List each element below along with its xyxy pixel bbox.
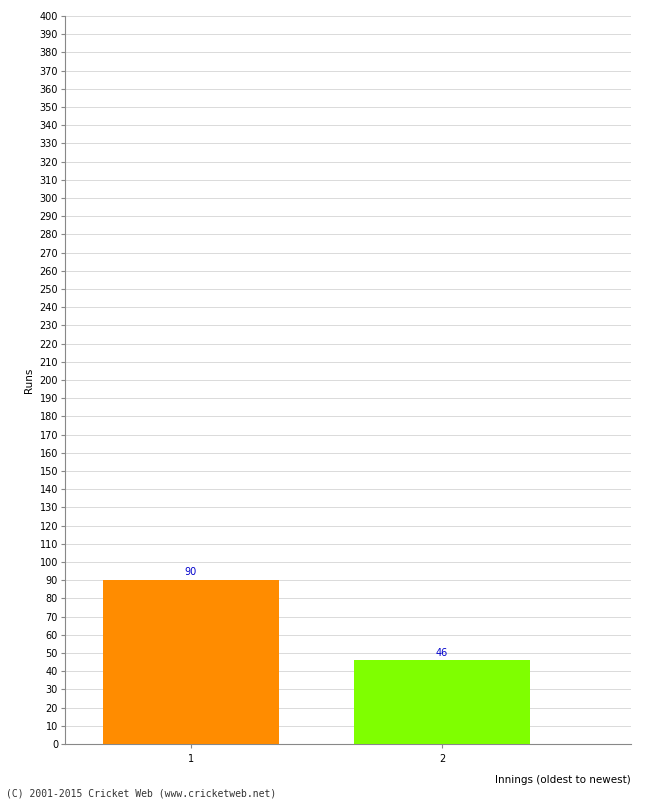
Text: (C) 2001-2015 Cricket Web (www.cricketweb.net): (C) 2001-2015 Cricket Web (www.cricketwe… [6,789,277,798]
Text: 46: 46 [436,647,448,658]
Text: 90: 90 [185,567,197,578]
Y-axis label: Runs: Runs [24,367,34,393]
Bar [103,580,279,744]
Bar [354,660,530,744]
Text: Innings (oldest to newest): Innings (oldest to newest) [495,774,630,785]
